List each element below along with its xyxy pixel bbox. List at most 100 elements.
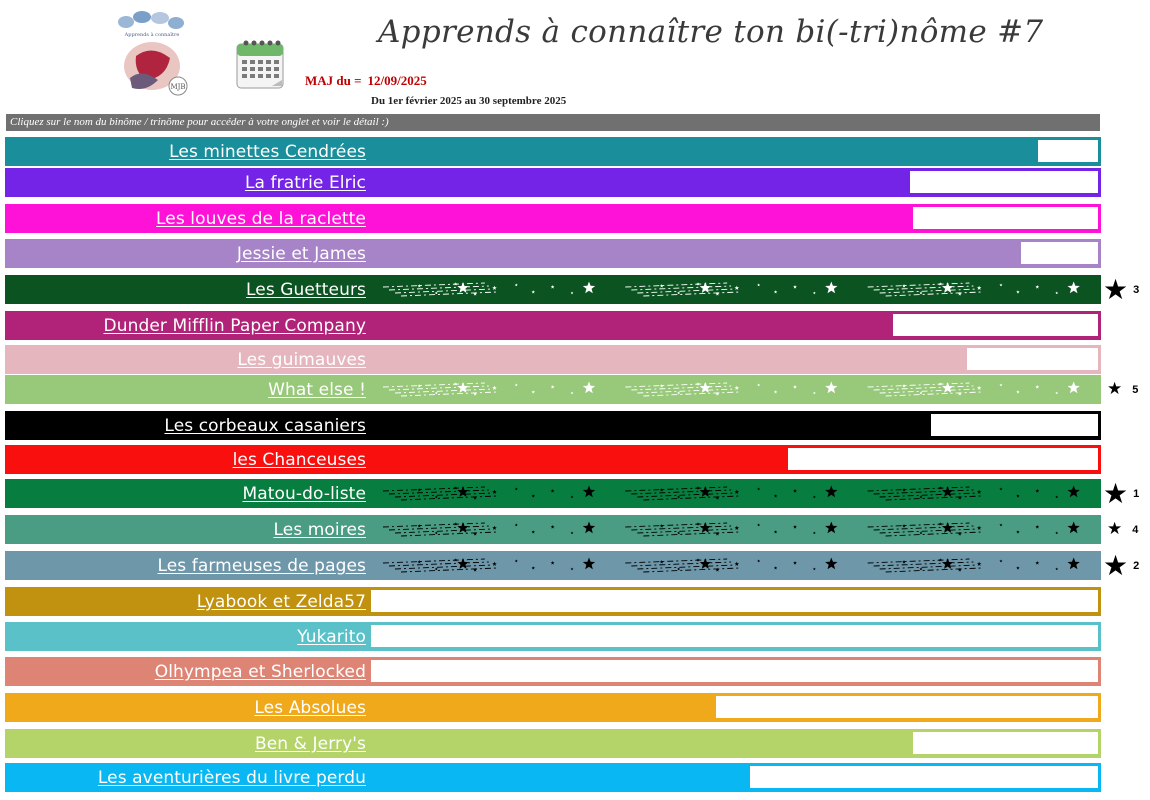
decor-streak: [873, 285, 974, 291]
decor-streak: [637, 388, 736, 394]
progress-track: [368, 693, 1101, 722]
team-name-link[interactable]: Les moires: [5, 515, 368, 544]
team-name-link[interactable]: les Chanceuses: [5, 445, 368, 474]
decor-star: [699, 522, 711, 533]
decor-star: [734, 489, 740, 494]
team-name-link[interactable]: Dunder Mifflin Paper Company: [5, 311, 368, 340]
progress-background: [371, 140, 1098, 162]
decor-star: [514, 559, 518, 563]
decor-star: [938, 558, 943, 562]
team-name-link[interactable]: Jessie et James: [5, 239, 368, 268]
progress-track: [368, 515, 1101, 544]
decor-streak: [400, 567, 497, 573]
decor-star: [825, 521, 838, 534]
progress-background: [371, 766, 1098, 788]
decor-star: [793, 525, 797, 529]
decor-star: [919, 391, 923, 395]
star-pattern: [382, 485, 1080, 501]
progress-fill: [371, 207, 913, 229]
decor-streak: [637, 492, 736, 498]
star-pattern: [382, 281, 1080, 297]
decor-star: [902, 488, 906, 492]
decor-streak: [873, 525, 974, 531]
calendar-icon: [234, 36, 288, 92]
team-name-link[interactable]: Les guimauves: [5, 345, 368, 374]
rank-star-icon: ★: [1107, 379, 1123, 399]
rank-star-icon: ★: [1103, 548, 1129, 582]
decor-star: [919, 531, 923, 535]
progress-track: [368, 479, 1101, 508]
decor-star: [492, 489, 497, 494]
team-name-link[interactable]: Les aventurières du livre perdu: [5, 763, 368, 792]
decor-streak: [382, 522, 485, 528]
decor-star: [757, 283, 761, 287]
team-name-link[interactable]: Les farmeuses de pages: [5, 551, 368, 580]
decor-star: [454, 382, 458, 386]
decor-star: [570, 567, 574, 571]
decor-star: [938, 382, 943, 386]
decor-star: [938, 282, 943, 286]
team-name-link[interactable]: Lyabook et Zelda57: [5, 587, 368, 616]
team-row: Ben & Jerry's: [5, 729, 1101, 758]
decor-star: [696, 486, 700, 490]
decor-star: [976, 561, 982, 566]
decor-streak: [394, 288, 493, 294]
decor-star: [715, 532, 720, 536]
decor-streak: [388, 489, 489, 495]
decor-streak: [885, 567, 982, 573]
progress-fill: [371, 696, 717, 718]
team-name-link[interactable]: Matou-do-liste: [5, 479, 368, 508]
progress-background: [371, 482, 1098, 504]
decor-star: [473, 392, 477, 396]
decor-star: [793, 285, 797, 289]
decor-star: [531, 390, 535, 394]
team-name-link[interactable]: Les louves de la raclette: [5, 204, 368, 233]
team-name-link[interactable]: Les corbeaux casaniers: [5, 411, 368, 440]
team-name-link[interactable]: Les minettes Cendrées: [5, 137, 368, 166]
update-date: MAJ du = 12/09/2025: [305, 73, 427, 89]
decor-star: [902, 284, 906, 288]
decor-star: [582, 381, 596, 394]
decor-star: [715, 392, 720, 396]
decor-streak: [400, 531, 497, 537]
team-name-link[interactable]: What else !: [5, 375, 368, 404]
decor-streak: [382, 282, 485, 288]
decor-star: [659, 284, 664, 288]
progress-track: [368, 622, 1101, 651]
decor-star: [941, 382, 954, 393]
decor-streak: [631, 285, 732, 291]
decor-star: [492, 561, 497, 566]
decor-streak: [388, 285, 489, 291]
decor-star: [773, 390, 778, 394]
decor-star: [941, 522, 954, 533]
team-name-link[interactable]: La fratrie Elric: [5, 168, 368, 197]
progress-background: [371, 518, 1098, 540]
decor-streak: [643, 531, 740, 537]
progress-fill: [371, 732, 913, 754]
decor-streak: [388, 385, 489, 391]
team-name-link[interactable]: Les Guetteurs: [5, 275, 368, 304]
decor-star: [941, 282, 954, 293]
decor-star: [1016, 566, 1020, 570]
decor-streak: [637, 528, 736, 534]
decor-star: [531, 494, 535, 498]
decor-star: [715, 496, 720, 500]
team-name-link[interactable]: Yukarito: [5, 622, 368, 651]
team-name-link[interactable]: Ben & Jerry's: [5, 729, 368, 758]
progress-fill: [371, 348, 968, 370]
team-name-link[interactable]: Les Absolues: [5, 693, 368, 722]
decor-star: [773, 494, 778, 498]
decor-streak: [631, 489, 732, 495]
decor-star: [699, 382, 711, 393]
decor-star: [999, 487, 1003, 491]
rank-badge: ★ 3: [1103, 275, 1147, 304]
page-title: Apprends à connaître ton bi(-tri)nôme #7: [378, 14, 1044, 50]
progress-track: [368, 375, 1101, 404]
team-name-link[interactable]: Olhympea et Sherlocked: [5, 657, 368, 686]
decor-star: [919, 291, 923, 295]
team-row: Jessie et James: [5, 239, 1101, 268]
team-row: Les aventurières du livre perdu: [5, 763, 1101, 792]
decor-star: [434, 391, 438, 395]
decor-star: [696, 558, 700, 562]
decor-star: [1016, 390, 1020, 394]
